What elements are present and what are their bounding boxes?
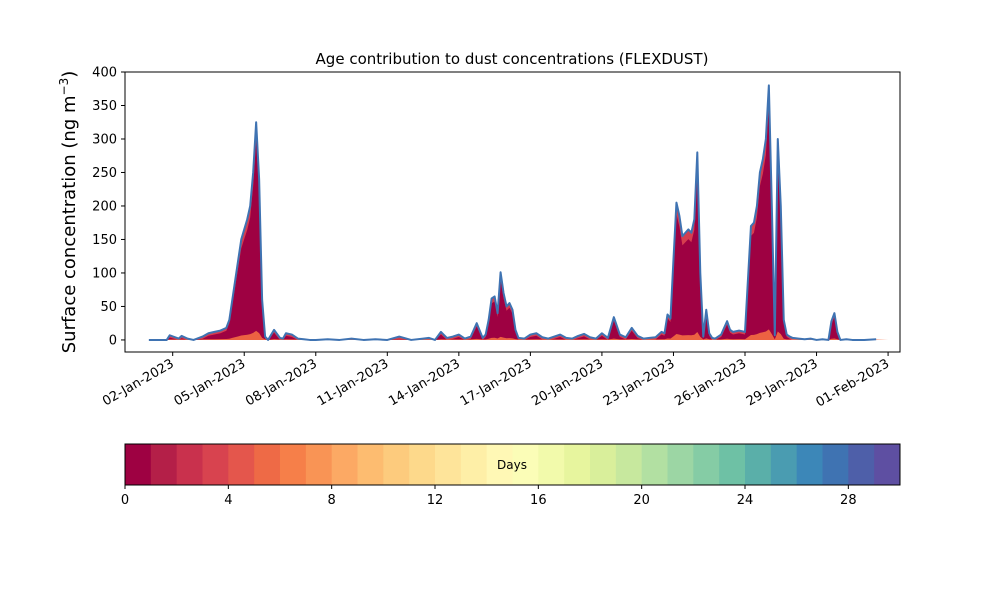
colorbar-label: Days	[497, 458, 527, 472]
y-tick-label: 100	[92, 266, 117, 281]
colorbar-swatch	[512, 444, 539, 485]
y-axis-label-text: Surface concentration (ng m	[59, 95, 80, 353]
colorbar-tick-label: 20	[633, 493, 650, 508]
colorbar-swatch	[125, 444, 152, 485]
colorbar-swatch	[538, 444, 565, 485]
x-tick-label: 14-Jan-2023	[386, 356, 463, 409]
y-tick-label: 350	[92, 99, 117, 114]
y-tick-label: 400	[92, 66, 117, 81]
colorbar-tick-label: 8	[328, 493, 336, 508]
y-axis-label-close: )	[59, 71, 80, 78]
colorbar-tick-label: 12	[427, 493, 444, 508]
colorbar-swatch	[693, 444, 720, 485]
colorbar-swatch	[331, 444, 358, 485]
x-tick-label: 11-Jan-2023	[315, 356, 392, 409]
colorbar-frame	[124, 443, 901, 486]
colorbar-swatch	[719, 444, 746, 485]
colorbar-swatch	[641, 444, 668, 485]
colorbar-swatch	[874, 444, 901, 485]
x-tick-label: 20-Jan-2023	[529, 356, 606, 409]
svg-text:Surface concentration (ng m−3): Surface concentration (ng m−3)	[57, 71, 80, 354]
y-tick-label: 150	[92, 233, 117, 248]
colorbar-swatch	[848, 444, 875, 485]
colorbar-swatch	[590, 444, 617, 485]
y-tick-label: 50	[100, 300, 117, 315]
colorbar-swatch	[280, 444, 307, 485]
x-tick-label: 17-Jan-2023	[458, 356, 535, 409]
colorbar-swatch	[383, 444, 410, 485]
plot-frame	[124, 71, 901, 353]
y-axis-label-superscript: −3	[57, 78, 71, 96]
plot-area	[148, 84, 889, 341]
x-tick-label: 05-Jan-2023	[172, 356, 249, 409]
x-tick-label: 01-Feb-2023	[814, 356, 893, 410]
colorbar-swatch	[796, 444, 823, 485]
x-tick-label: 29-Jan-2023	[744, 356, 821, 409]
colorbar-swatch	[409, 444, 436, 485]
colorbar-swatch	[486, 444, 513, 485]
chart-title: Age contribution to dust concentrations …	[316, 50, 709, 68]
y-axis: 0 50 100 150 200 250 300 350 400	[92, 66, 125, 348]
x-axis: 02-Jan-202305-Jan-202308-Jan-202311-Jan-…	[100, 352, 892, 410]
colorbar-tick-label: 4	[224, 493, 232, 508]
colorbar-ticks: 0 4 8 12 16 20 24 28	[121, 485, 857, 508]
colorbar-swatch	[228, 444, 255, 485]
colorbar-tick-label: 16	[530, 493, 547, 508]
colorbar-swatch	[615, 444, 643, 485]
total-outline	[148, 84, 877, 341]
colorbar-swatch	[202, 444, 229, 485]
colorbar-swatch	[305, 444, 333, 485]
colorbar-tick-label: 24	[737, 493, 754, 508]
colorbar-swatch	[822, 444, 849, 485]
colorbar-swatch	[460, 444, 488, 485]
y-tick-label: 200	[92, 199, 117, 214]
colorbar-swatch	[254, 444, 281, 485]
y-tick-label: 0	[109, 333, 117, 348]
colorbar-swatch	[150, 444, 178, 485]
colorbar-tick-label: 0	[121, 493, 129, 508]
colorbar-swatch	[667, 444, 694, 485]
age-layer-day0	[148, 105, 877, 340]
x-tick-label: 23-Jan-2023	[601, 356, 678, 409]
colorbar-swatch	[745, 444, 772, 485]
y-tick-label: 300	[92, 132, 117, 147]
colorbar-swatch	[770, 444, 798, 485]
x-tick-label: 02-Jan-2023	[100, 356, 177, 409]
x-tick-label: 08-Jan-2023	[243, 356, 320, 409]
colorbar-tick-label: 28	[840, 493, 857, 508]
x-tick-label: 26-Jan-2023	[672, 356, 749, 409]
y-axis-label: Surface concentration (ng m−3)	[57, 71, 80, 354]
colorbar-swatch	[564, 444, 591, 485]
colorbar-swatch	[435, 444, 462, 485]
colorbar	[125, 444, 901, 485]
colorbar-swatch	[357, 444, 384, 485]
colorbar-swatch	[176, 444, 203, 485]
y-tick-label: 250	[92, 166, 117, 181]
